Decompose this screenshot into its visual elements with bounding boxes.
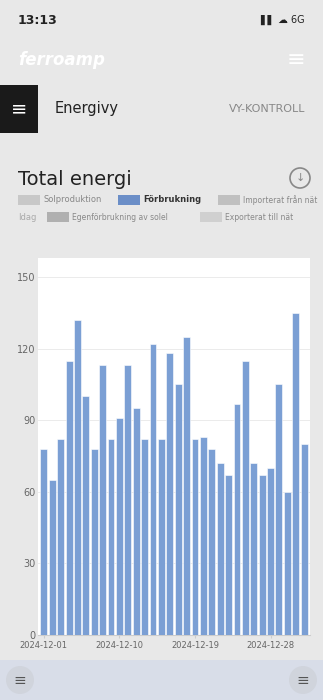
- Bar: [82, 396, 89, 635]
- Bar: [183, 337, 190, 635]
- Bar: [225, 475, 232, 635]
- Text: Importerat från nät: Importerat från nät: [243, 195, 318, 205]
- Bar: [57, 440, 64, 635]
- Bar: [218, 195, 240, 205]
- Text: Exporterat till nät: Exporterat till nät: [225, 213, 293, 221]
- Bar: [175, 384, 182, 635]
- Bar: [242, 360, 249, 635]
- Bar: [259, 475, 266, 635]
- Bar: [250, 463, 257, 635]
- Text: Förbrukning: Förbrukning: [143, 195, 201, 204]
- Bar: [166, 354, 173, 635]
- Text: Total energi: Total energi: [18, 170, 132, 189]
- Bar: [200, 437, 207, 635]
- Text: ≡: ≡: [297, 673, 309, 687]
- Circle shape: [6, 666, 34, 694]
- Bar: [91, 449, 98, 635]
- Bar: [116, 418, 123, 635]
- Bar: [0, 85, 38, 133]
- Bar: [133, 408, 140, 635]
- Text: ≡: ≡: [11, 99, 27, 118]
- Bar: [267, 468, 274, 635]
- Bar: [49, 480, 56, 635]
- Bar: [234, 404, 240, 635]
- Bar: [158, 440, 165, 635]
- Bar: [99, 365, 106, 635]
- Bar: [47, 212, 69, 222]
- Text: ferroamp: ferroamp: [18, 51, 105, 69]
- Bar: [118, 195, 140, 205]
- Text: ≡: ≡: [287, 50, 305, 70]
- Bar: [301, 444, 307, 635]
- Bar: [141, 440, 148, 635]
- Text: ≡: ≡: [14, 673, 26, 687]
- Text: Energivy: Energivy: [55, 102, 119, 116]
- Bar: [18, 195, 40, 205]
- Text: Solproduktion: Solproduktion: [43, 195, 101, 204]
- Bar: [200, 212, 222, 222]
- Text: ▌▌ ☁ 6G: ▌▌ ☁ 6G: [260, 15, 305, 25]
- Text: 13:13: 13:13: [18, 13, 58, 27]
- Text: Idag: Idag: [18, 213, 36, 221]
- Bar: [108, 440, 114, 635]
- Bar: [74, 320, 81, 635]
- Bar: [192, 440, 198, 635]
- Bar: [217, 463, 224, 635]
- Bar: [150, 344, 156, 635]
- Text: Egenförbrukning av solel: Egenförbrukning av solel: [72, 213, 168, 221]
- Bar: [292, 313, 299, 635]
- Circle shape: [289, 666, 317, 694]
- Bar: [66, 360, 72, 635]
- Bar: [276, 384, 282, 635]
- Text: VY-KONTROLL: VY-KONTROLL: [228, 104, 305, 114]
- Bar: [124, 365, 131, 635]
- Text: ↓: ↓: [295, 173, 305, 183]
- Bar: [40, 449, 47, 635]
- Bar: [208, 449, 215, 635]
- Bar: [284, 492, 291, 635]
